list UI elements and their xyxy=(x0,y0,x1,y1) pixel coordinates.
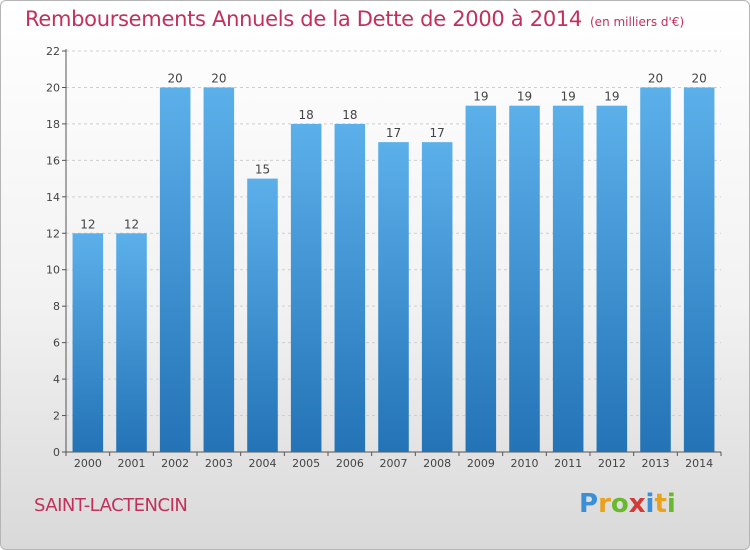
x-tick-label: 2001 xyxy=(118,457,146,470)
bar-value-label: 20 xyxy=(168,71,183,85)
y-tick-label: 10 xyxy=(46,264,60,277)
bar-value-label: 19 xyxy=(517,90,532,104)
bar xyxy=(378,142,409,453)
bar xyxy=(421,142,453,453)
bar xyxy=(509,105,540,452)
commune-name: SAINT-LACTENCIN xyxy=(34,495,188,516)
bar xyxy=(247,178,278,452)
proxiti-logo[interactable]: Proxiti xyxy=(579,489,676,519)
x-tick-label: 2013 xyxy=(642,457,670,470)
x-tick-label: 2004 xyxy=(249,457,277,470)
bar-value-label: 20 xyxy=(648,71,663,85)
y-tick-label: 12 xyxy=(46,227,60,240)
bar-value-label: 18 xyxy=(342,108,357,122)
bar xyxy=(116,233,147,452)
bar-value-label: 19 xyxy=(604,90,619,104)
bar xyxy=(72,233,104,452)
y-tick-label: 16 xyxy=(46,154,60,167)
x-tick-label: 2009 xyxy=(467,457,495,470)
chart-title-text: Remboursements Annuels de la Dette de 20… xyxy=(25,7,582,31)
x-tick-label: 2012 xyxy=(598,457,626,470)
bar xyxy=(552,105,584,452)
bar xyxy=(465,105,497,452)
bar-value-label: 12 xyxy=(80,217,95,231)
bar-value-label: 17 xyxy=(430,126,445,140)
axes: 0 2 4 6 8 10 12 14 16 18 20 22 xyxy=(46,45,722,459)
y-tick-label: 14 xyxy=(46,191,60,204)
labels: 12 2000 12 2001 20 2002 20 2003 15 2004 18 2005 18 20… xyxy=(74,71,713,470)
bar xyxy=(203,87,235,453)
bar xyxy=(596,105,628,452)
y-tick-label: 2 xyxy=(53,410,60,423)
bar-value-label: 12 xyxy=(124,217,139,231)
x-tick-label: 2003 xyxy=(205,457,233,470)
logo-letter: o xyxy=(610,489,629,519)
bar xyxy=(683,87,715,453)
x-tick-label: 2010 xyxy=(511,457,539,470)
y-tick-label: 18 xyxy=(46,118,60,131)
y-tick-label: 0 xyxy=(53,446,60,459)
x-tick-label: 2006 xyxy=(336,457,364,470)
x-tick-label: 2007 xyxy=(380,457,408,470)
bar-value-label: 20 xyxy=(211,71,226,85)
y-tick-label: 8 xyxy=(53,300,60,313)
bar-value-label: 17 xyxy=(386,126,401,140)
logo-letter: P xyxy=(579,489,599,519)
bar xyxy=(159,87,191,453)
x-tick-label: 2005 xyxy=(292,457,320,470)
bar-value-label: 20 xyxy=(692,71,707,85)
bar-value-label: 19 xyxy=(561,90,576,104)
bar-value-label: 18 xyxy=(299,108,314,122)
bar-value-label: 19 xyxy=(473,90,488,104)
y-tick-label: 20 xyxy=(46,81,60,94)
bars xyxy=(72,87,715,453)
logo-letter: i xyxy=(666,489,676,519)
x-tick-label: 2014 xyxy=(685,457,713,470)
logo-letter: t xyxy=(654,489,667,519)
logo-letter: i xyxy=(645,489,655,519)
x-tick-label: 2008 xyxy=(423,457,451,470)
y-tick-label: 22 xyxy=(46,45,60,58)
y-tick-label: 4 xyxy=(53,373,60,386)
x-tick-label: 2002 xyxy=(161,457,189,470)
logo-letter: r xyxy=(598,489,611,519)
logo-letter: x xyxy=(628,489,646,519)
bar xyxy=(640,87,671,453)
x-tick-label: 2000 xyxy=(74,457,102,470)
chart-unit: (en milliers d'€) xyxy=(590,15,685,29)
bar xyxy=(334,123,366,452)
bar xyxy=(290,123,322,452)
x-tick-label: 2011 xyxy=(554,457,582,470)
y-tick-label: 6 xyxy=(53,337,60,350)
chart-title: Remboursements Annuels de la Dette de 20… xyxy=(25,7,684,31)
bar-value-label: 15 xyxy=(255,163,270,177)
